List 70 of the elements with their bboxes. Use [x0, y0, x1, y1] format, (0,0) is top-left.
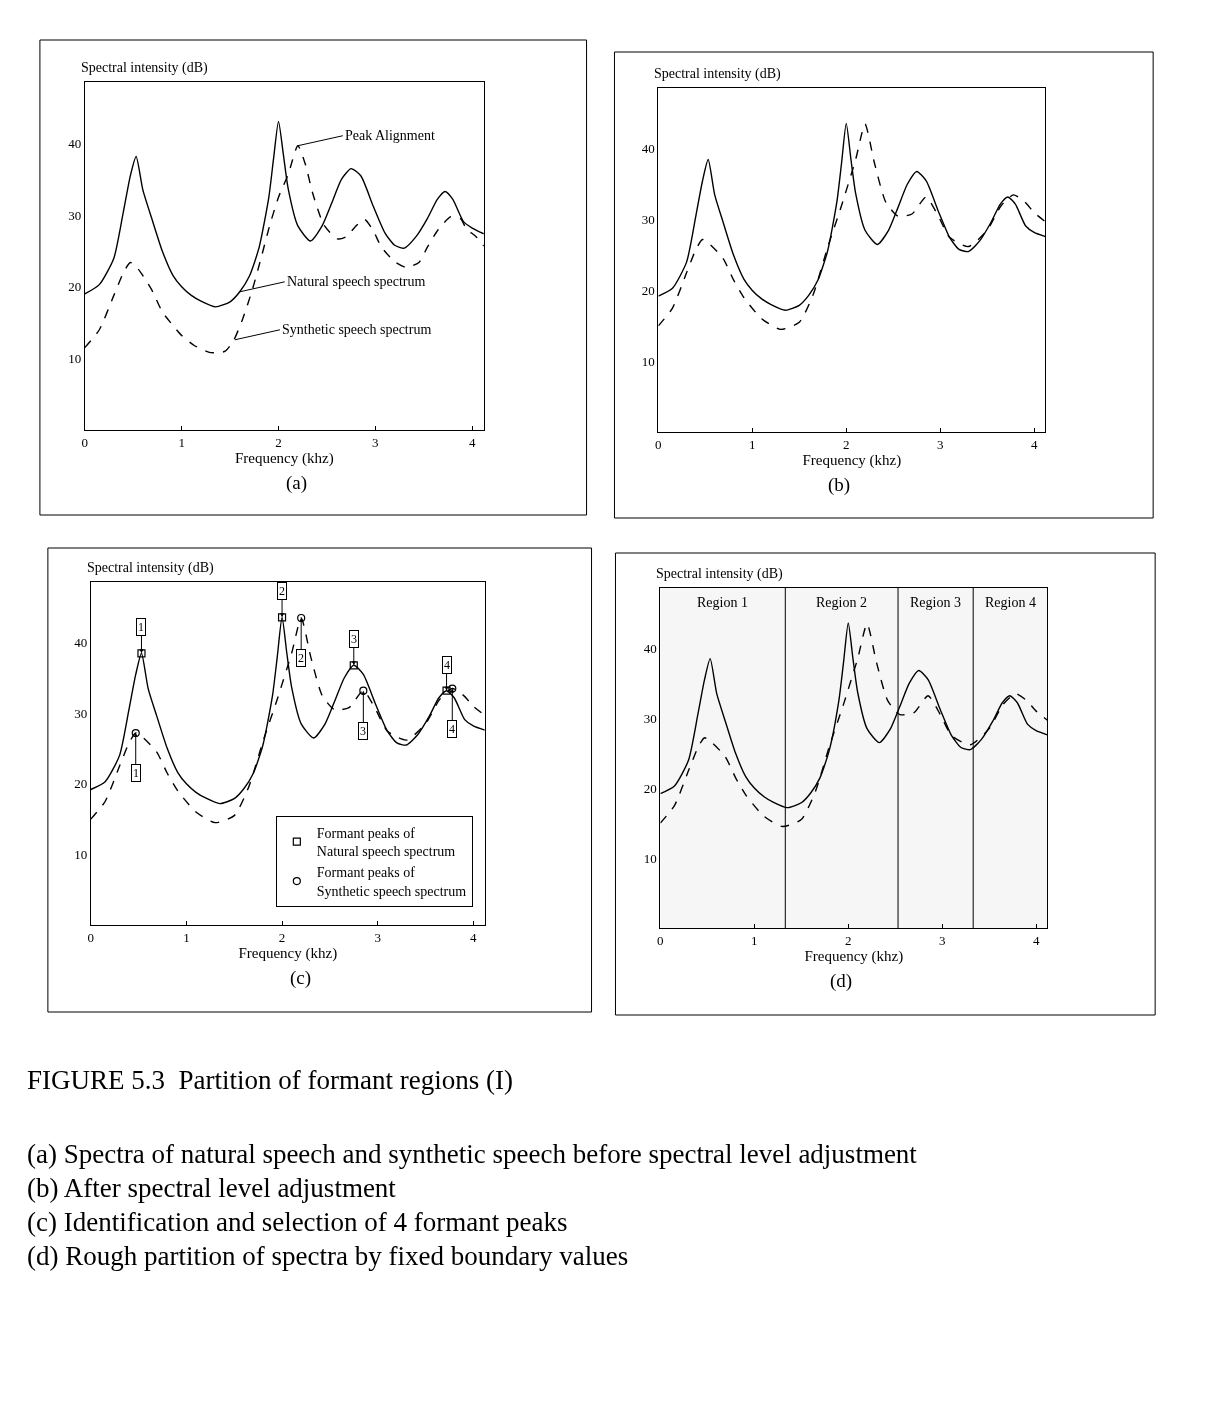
band-label: Region 3: [910, 595, 961, 610]
annotation: 2: [279, 584, 285, 598]
x-tick-label: 4: [468, 434, 476, 450]
x-tick-label: 3: [938, 932, 946, 948]
annotation: Natural speech spectrum: [287, 274, 426, 289]
y-tick-label: 20: [74, 776, 88, 792]
x-tick-label: 3: [374, 929, 381, 945]
x-tick-label: 0: [657, 932, 664, 948]
y-axis-title: Spectral intensity (dB): [654, 66, 782, 82]
y-tick-label: 30: [68, 207, 82, 223]
annotation: 3: [351, 632, 357, 646]
annotation: Synthetic speech spectrum: [282, 322, 432, 337]
x-tick-label: 1: [183, 929, 190, 945]
y-tick-label: 30: [643, 710, 657, 726]
x-tick-label: 4: [1032, 932, 1040, 948]
annotation: 1: [138, 620, 144, 634]
y-tick-label: 40: [643, 640, 657, 656]
y-tick-label: 40: [74, 635, 88, 651]
x-tick-label: 1: [749, 436, 756, 452]
x-tick-label: 3: [936, 436, 944, 452]
x-tick-label: 2: [845, 932, 852, 948]
annotation: 2: [298, 651, 304, 665]
annotation: 4: [444, 658, 450, 672]
y-tick-label: 20: [643, 780, 657, 796]
text: (d): [830, 970, 853, 992]
x-tick-label: 4: [470, 929, 478, 945]
x-tick-label: 1: [751, 932, 758, 948]
caption: FIGURE 5.3 Partition of formant regions (I): [27, 1065, 513, 1095]
y-axis-title: Spectral intensity (dB): [656, 566, 784, 582]
annotation: 3: [360, 724, 366, 738]
legend-label: Formant peaks of Synthetic speech spectrum: [316, 865, 467, 899]
annotation: 1: [133, 766, 139, 780]
annotation: 4: [449, 722, 455, 736]
y-axis-title: Spectral intensity (dB): [81, 60, 209, 76]
x-axis-title: Frequency (khz): [804, 947, 904, 965]
y-tick-label: 40: [641, 141, 655, 157]
y-tick-label: 30: [74, 705, 88, 721]
band-label: Region 1: [697, 595, 748, 610]
y-tick-label: 20: [641, 282, 655, 298]
text: (a) Spectra of natural speech and synthetic speech before spectral level adjustment: [27, 1139, 918, 1169]
x-tick-label: 3: [372, 434, 379, 450]
text: (a): [286, 472, 308, 494]
y-tick-label: 10: [643, 850, 657, 866]
x-tick-label: 2: [275, 434, 282, 450]
y-tick-label: 30: [641, 212, 655, 228]
x-tick-label: 2: [843, 436, 850, 452]
x-tick-label: 2: [278, 929, 286, 945]
text: (c): [290, 967, 312, 989]
x-tick-label: 1: [178, 434, 185, 450]
x-tick-label: 0: [87, 929, 95, 945]
x-axis-title: Frequency (khz): [234, 449, 334, 467]
text: (b) After spectral level adjustment: [27, 1173, 397, 1203]
band-label: Region 2: [816, 595, 867, 610]
band-label: Region 4: [985, 595, 1036, 610]
text: (d) Rough partition of spectra by fixed boundary values: [27, 1241, 629, 1271]
x-tick-label: 4: [1030, 436, 1038, 452]
y-tick-label: 20: [68, 279, 82, 295]
y-axis-title: Spectral intensity (dB): [87, 560, 215, 576]
x-axis-title: Frequency (khz): [238, 944, 338, 962]
x-tick-label: 0: [81, 434, 89, 450]
x-tick-label: 0: [655, 436, 662, 452]
legend-label: Formant peaks of Natural speech spectrum: [316, 826, 456, 860]
text: (c) Identification and selection of 4 formant peaks: [27, 1207, 568, 1237]
x-axis-title: Frequency (khz): [802, 451, 902, 469]
text: (b): [828, 474, 851, 496]
annotation: Peak Alignment: [345, 128, 435, 143]
y-tick-label: 10: [68, 350, 82, 366]
y-tick-label: 10: [641, 353, 655, 369]
y-tick-label: 40: [68, 136, 82, 152]
y-tick-label: 10: [74, 846, 88, 862]
